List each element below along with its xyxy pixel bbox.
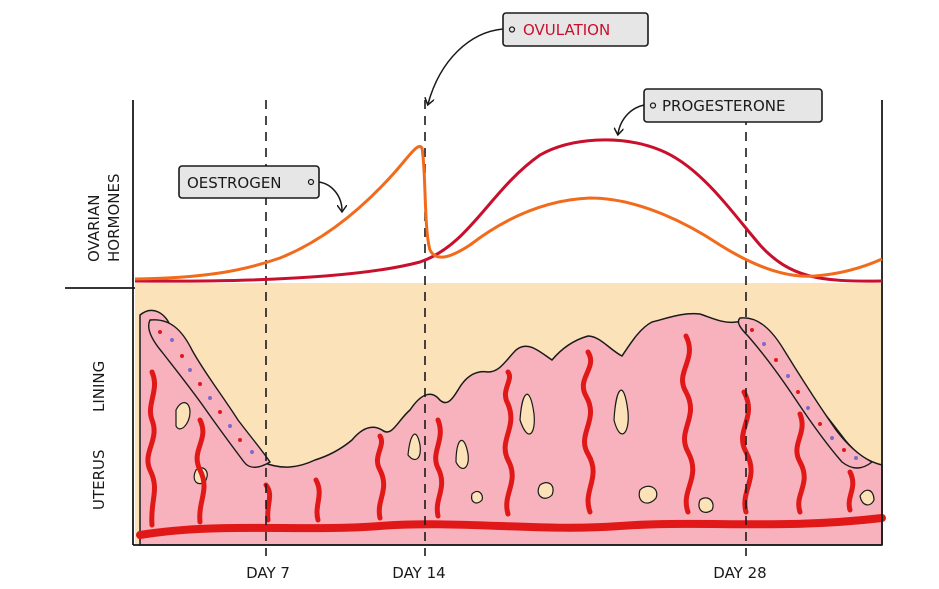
oestrogen-label: OESTROGEN bbox=[187, 174, 282, 192]
gland bbox=[537, 482, 554, 499]
spiral-artery bbox=[263, 482, 273, 523]
spiral-arteries bbox=[145, 333, 856, 528]
spiral-artery bbox=[846, 469, 856, 513]
ovarian-label: OVARIAN bbox=[85, 195, 103, 262]
day-7-label: DAY 7 bbox=[246, 564, 290, 582]
tag-hole bbox=[649, 102, 657, 109]
gland bbox=[175, 402, 191, 430]
ovulation-label: OVULATION bbox=[523, 21, 610, 39]
gland bbox=[859, 489, 875, 506]
uterus-label: UTERUS bbox=[90, 449, 108, 510]
ovulation-tag: OVULATION bbox=[502, 12, 649, 47]
spiral-artery bbox=[740, 389, 754, 515]
gland bbox=[638, 485, 658, 504]
uterine-glands bbox=[175, 389, 875, 513]
hormones-label: HORMONES bbox=[105, 174, 123, 262]
progesterone-arrow bbox=[618, 104, 645, 134]
progesterone-tag: PROGESTERONE bbox=[643, 88, 823, 123]
spiral-artery bbox=[374, 433, 387, 521]
shedding-lining-left bbox=[148, 319, 271, 468]
gland bbox=[455, 439, 469, 470]
day-14-label: DAY 14 bbox=[392, 564, 445, 582]
progesterone-label: PROGESTERONE bbox=[662, 97, 785, 115]
spiral-artery bbox=[581, 349, 596, 515]
gland bbox=[471, 490, 483, 504]
oestrogen-tag: OESTROGEN bbox=[178, 165, 320, 199]
day-28-label: DAY 28 bbox=[713, 564, 766, 582]
gland bbox=[698, 497, 714, 513]
tag-hole bbox=[307, 178, 315, 186]
lining-label: LINING bbox=[90, 361, 108, 412]
oestrogen-arrow bbox=[318, 181, 342, 211]
spiral-artery bbox=[502, 369, 515, 517]
spiral-artery bbox=[145, 369, 158, 528]
gland bbox=[407, 433, 421, 460]
spiral-artery bbox=[680, 333, 696, 515]
oestrogen-curve bbox=[134, 145, 883, 281]
spiral-artery bbox=[794, 411, 807, 515]
spiral-artery bbox=[194, 417, 207, 525]
shed-blood-spots bbox=[158, 328, 858, 460]
spiral-artery bbox=[313, 477, 322, 523]
gland bbox=[519, 393, 535, 435]
shedding-lining-right bbox=[737, 317, 874, 469]
gland bbox=[613, 389, 629, 435]
basal-blood-vessel bbox=[136, 514, 886, 539]
tag-hole bbox=[508, 26, 516, 33]
progesterone-curve bbox=[134, 138, 883, 283]
spiral-artery bbox=[433, 417, 445, 519]
ovulation-arrow bbox=[428, 28, 504, 104]
